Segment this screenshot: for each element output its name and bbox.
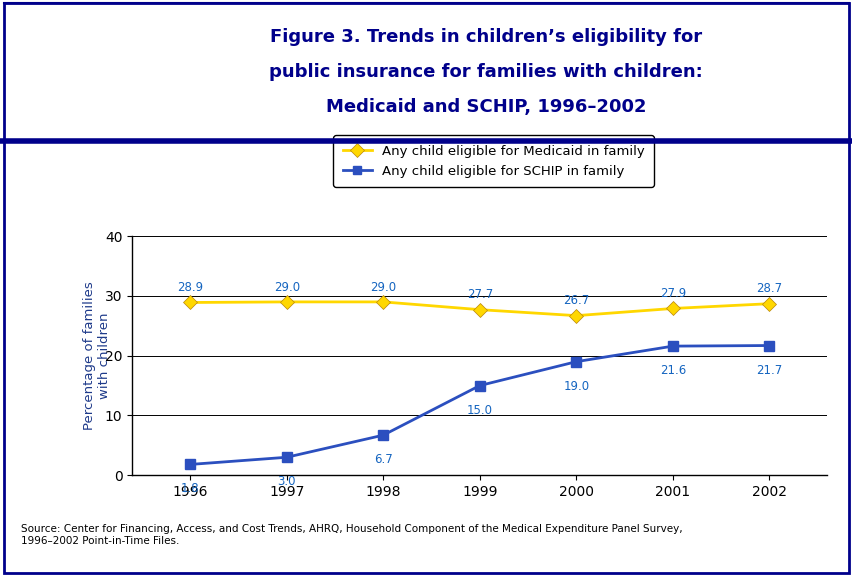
Text: 27.7: 27.7 xyxy=(466,289,492,301)
Legend: Any child eligible for Medicaid in family, Any child eligible for SCHIP in famil: Any child eligible for Medicaid in famil… xyxy=(333,135,653,187)
Text: 26.7: 26.7 xyxy=(562,294,589,308)
Text: 1.8: 1.8 xyxy=(181,483,199,495)
Text: 28.9: 28.9 xyxy=(177,281,203,294)
Text: 15.0: 15.0 xyxy=(466,404,492,416)
Text: 29.0: 29.0 xyxy=(370,281,396,294)
Text: Figure 3. Trends in children’s eligibility for: Figure 3. Trends in children’s eligibili… xyxy=(270,28,701,47)
Text: 28.7: 28.7 xyxy=(756,282,781,295)
Text: 21.6: 21.6 xyxy=(659,364,685,377)
Text: 19.0: 19.0 xyxy=(562,380,589,393)
Text: Medicaid and SCHIP, 1996–2002: Medicaid and SCHIP, 1996–2002 xyxy=(325,97,646,116)
Y-axis label: Percentage of families
with children: Percentage of families with children xyxy=(83,281,111,430)
Text: 3.0: 3.0 xyxy=(277,475,296,488)
Text: Source: Center for Financing, Access, and Cost Trends, AHRQ, Household Component: Source: Center for Financing, Access, an… xyxy=(21,524,682,546)
Text: 21.7: 21.7 xyxy=(756,363,781,377)
Text: 6.7: 6.7 xyxy=(373,453,392,466)
Text: 27.9: 27.9 xyxy=(659,287,685,300)
Text: 29.0: 29.0 xyxy=(273,281,299,294)
Text: public insurance for families with children:: public insurance for families with child… xyxy=(269,63,702,81)
